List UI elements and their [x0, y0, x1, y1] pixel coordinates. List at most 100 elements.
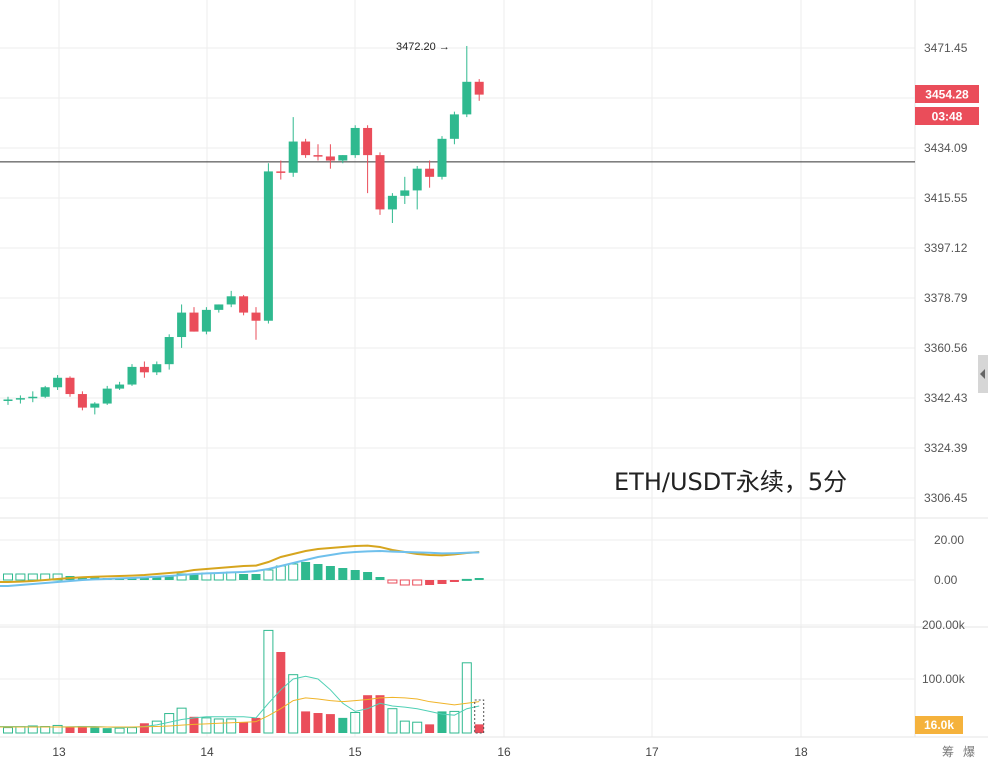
volume-bar [375, 695, 385, 733]
candle-body [363, 127, 373, 156]
volume-ma-line-1 [0, 675, 480, 729]
volume-tick-label: 100.00k [922, 672, 966, 686]
indicator-tick-label: 0.00 [934, 573, 958, 587]
candle-body [301, 141, 311, 156]
indicator-histogram-bar [263, 569, 274, 581]
volume-bar [189, 716, 199, 733]
candle-body [53, 377, 63, 388]
volume-bar [52, 724, 63, 734]
candle-body [152, 364, 162, 373]
volume-bar [226, 718, 237, 734]
indicator-histogram-bar [375, 577, 385, 580]
volume-bar [201, 717, 212, 734]
footer-button-liquidation[interactable]: 爆 [963, 745, 975, 759]
candle-body [263, 171, 273, 321]
volume-bar [77, 725, 87, 733]
indicator-histogram-bar [399, 579, 410, 586]
x-tick-label: 15 [348, 745, 362, 759]
volume-bar [288, 674, 299, 734]
candle-body [387, 195, 397, 210]
candle-body [28, 396, 38, 399]
candle-body [127, 366, 137, 385]
candle-body [214, 304, 224, 310]
x-tick-label: 13 [52, 745, 66, 759]
indicator-histogram-bar [338, 568, 348, 580]
candle-body [437, 138, 447, 177]
indicator-histogram-bar [363, 572, 373, 580]
volume-tick-label: 200.00k [922, 618, 966, 632]
indicator-histogram-bar [288, 563, 299, 581]
chart-title: ETH/USDT永续，5分 [614, 468, 847, 496]
y-tick-label: 3324.39 [924, 441, 968, 455]
candle-body [164, 337, 174, 365]
indicator-histogram-bar [313, 564, 323, 580]
indicator-histogram-bar [350, 570, 360, 580]
candle-body [350, 127, 360, 156]
candle-body [139, 366, 149, 373]
candle-body [90, 403, 100, 408]
y-tick-label: 3306.45 [924, 491, 968, 505]
volume-bar [263, 629, 274, 734]
indicator-pane [0, 544, 484, 587]
indicator-histogram-bar [437, 580, 447, 584]
price-tag-value: 3454.28 [925, 88, 969, 102]
indicator-tick-label: 20.00 [934, 533, 964, 547]
candle-body [201, 309, 211, 332]
volume-bar [461, 662, 472, 734]
candle-body [77, 394, 87, 408]
volume-bar [139, 723, 149, 733]
candle-body [3, 399, 13, 401]
volume-bar [276, 652, 286, 733]
candle-body [102, 388, 112, 404]
candle-body [288, 141, 298, 173]
indicator-histogram-bar [15, 573, 26, 581]
volume-bar [425, 724, 435, 733]
collapse-arrow-icon[interactable] [980, 369, 985, 379]
indicator-histogram-bar [189, 574, 199, 580]
candle-body [276, 171, 286, 173]
volume-bar [114, 727, 125, 734]
countdown-tag-bg [915, 107, 979, 125]
volume-bar [412, 721, 423, 734]
volume-bar [387, 708, 398, 734]
volume-bar [90, 727, 100, 733]
volume-bar [313, 713, 323, 733]
candle-body [15, 398, 25, 400]
indicator-histogram-bar [449, 580, 459, 582]
axes: 1314151617183471.453452.003434.093415.55… [52, 41, 967, 759]
price-tag-bg [915, 85, 979, 103]
side-collapse-handle[interactable] [978, 355, 988, 393]
candle-body [65, 377, 75, 395]
footer-buttons: 筹 爆 [942, 745, 975, 759]
indicator-histogram-bar [251, 574, 261, 580]
candle-body [251, 312, 261, 321]
footer-button-chip[interactable]: 筹 [942, 745, 954, 759]
candle-body [425, 168, 435, 177]
volume-bar [338, 717, 348, 733]
x-tick-label: 18 [794, 745, 808, 759]
candle-body [400, 190, 410, 196]
volume-tag: 16.0k [915, 716, 963, 734]
indicator-histogram-bar [152, 577, 162, 580]
candle-body [462, 81, 472, 115]
volume-bar [251, 717, 261, 733]
volume-bar [239, 722, 249, 733]
y-tick-label: 3360.56 [924, 341, 968, 355]
candle-body [412, 168, 422, 191]
candle-body [189, 312, 199, 332]
candle-body [226, 296, 236, 305]
indicator-histogram-bar [387, 579, 398, 584]
volume-bar [65, 726, 75, 733]
indicator-histogram-bar [474, 578, 484, 580]
volume-bar [27, 725, 38, 734]
current-price-tag: 3454.28 03:48 [915, 85, 979, 125]
x-tick-label: 17 [645, 745, 659, 759]
candle-body [449, 114, 459, 139]
y-tick-label: 3397.12 [924, 241, 968, 255]
indicator-histogram-bar [27, 573, 38, 581]
volume-bar [102, 728, 112, 733]
indicator-histogram-bar [412, 579, 423, 586]
volume-bar [350, 711, 361, 734]
y-tick-label: 3342.43 [924, 391, 968, 405]
